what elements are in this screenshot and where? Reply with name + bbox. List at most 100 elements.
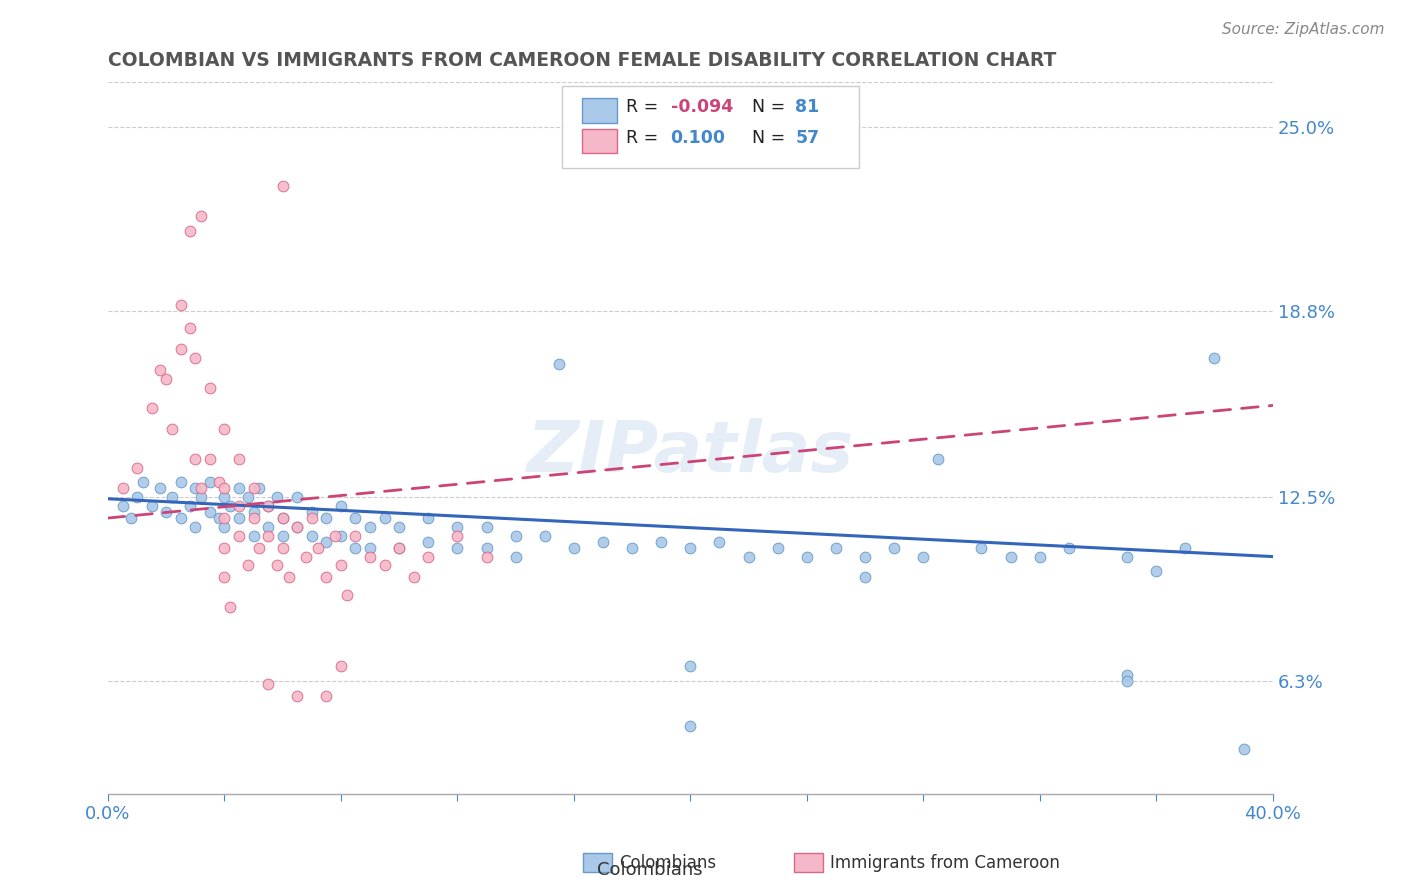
Point <box>214 520 236 534</box>
Point <box>344 511 367 525</box>
Point <box>446 541 468 555</box>
Point <box>475 520 498 534</box>
Point <box>621 541 644 555</box>
Point <box>285 520 308 534</box>
Point <box>236 490 259 504</box>
Point <box>266 558 288 573</box>
Point <box>853 570 876 584</box>
Text: -0.094: -0.094 <box>671 98 733 116</box>
Point <box>927 451 949 466</box>
Point <box>247 482 270 496</box>
Point <box>120 511 142 525</box>
Point <box>170 342 193 356</box>
Point <box>301 529 323 543</box>
Point <box>155 505 177 519</box>
Text: 0.100: 0.100 <box>671 128 725 147</box>
Point <box>257 529 280 543</box>
Point <box>344 529 367 543</box>
Point <box>257 677 280 691</box>
Point <box>1116 674 1139 689</box>
Point <box>149 482 172 496</box>
Point <box>1057 541 1080 555</box>
Point <box>359 549 381 564</box>
Point <box>1000 549 1022 564</box>
Point <box>132 475 155 490</box>
Point <box>242 505 264 519</box>
Point <box>198 475 221 490</box>
Point <box>766 541 789 555</box>
Point <box>970 541 993 555</box>
Point <box>214 482 236 496</box>
Point <box>709 534 731 549</box>
Point <box>228 529 250 543</box>
Point <box>141 499 163 513</box>
Point <box>336 588 359 602</box>
Point <box>475 549 498 564</box>
Point <box>592 534 614 549</box>
Point <box>207 511 229 525</box>
Point <box>418 534 440 549</box>
Point <box>301 511 323 525</box>
Point <box>1174 541 1197 555</box>
Point <box>228 482 250 496</box>
Point <box>214 511 236 525</box>
Point <box>198 381 221 395</box>
Point <box>257 499 280 513</box>
Point <box>883 541 905 555</box>
Point <box>295 549 318 564</box>
Point <box>184 351 207 365</box>
Point <box>329 558 352 573</box>
Point <box>1144 565 1167 579</box>
Point <box>198 505 221 519</box>
Point <box>388 541 411 555</box>
Point <box>170 511 193 525</box>
Point <box>344 541 367 555</box>
Point <box>374 511 396 525</box>
Point <box>388 520 411 534</box>
Text: ZIPatlas: ZIPatlas <box>527 417 853 487</box>
Point <box>271 541 294 555</box>
Point <box>418 549 440 564</box>
Point <box>160 490 183 504</box>
Point <box>679 659 702 673</box>
Point <box>285 520 308 534</box>
Point <box>214 570 236 584</box>
Point <box>562 541 585 555</box>
Point <box>155 372 177 386</box>
Point <box>475 541 498 555</box>
FancyBboxPatch shape <box>582 98 617 123</box>
Point <box>257 520 280 534</box>
Point <box>825 541 848 555</box>
Point <box>505 549 527 564</box>
Text: Source: ZipAtlas.com: Source: ZipAtlas.com <box>1222 22 1385 37</box>
Point <box>329 499 352 513</box>
Point <box>446 520 468 534</box>
FancyBboxPatch shape <box>794 853 823 872</box>
Point <box>170 475 193 490</box>
Point <box>505 529 527 543</box>
Point <box>285 689 308 703</box>
Point <box>679 718 702 732</box>
Point <box>315 689 337 703</box>
Point <box>111 499 134 513</box>
Point <box>374 558 396 573</box>
Point <box>271 511 294 525</box>
Point <box>228 511 250 525</box>
Point <box>277 570 299 584</box>
Point <box>179 223 201 237</box>
Point <box>179 499 201 513</box>
Text: N =: N = <box>752 128 790 147</box>
Point <box>242 529 264 543</box>
Point <box>418 511 440 525</box>
Point <box>242 511 264 525</box>
Point <box>446 529 468 543</box>
Point <box>242 482 264 496</box>
Point <box>315 511 337 525</box>
Point <box>1116 668 1139 682</box>
Point <box>301 505 323 519</box>
Point <box>190 490 212 504</box>
Point <box>228 499 250 513</box>
Text: 81: 81 <box>796 98 820 116</box>
Point <box>207 475 229 490</box>
Point <box>1204 351 1226 365</box>
